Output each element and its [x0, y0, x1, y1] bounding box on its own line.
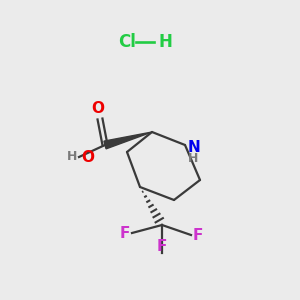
Text: H: H — [67, 151, 77, 164]
Text: F: F — [157, 239, 167, 254]
Text: Cl: Cl — [118, 33, 136, 51]
Text: F: F — [193, 227, 203, 242]
Text: F: F — [120, 226, 130, 241]
Text: O: O — [92, 101, 104, 116]
Polygon shape — [104, 132, 152, 149]
Text: H: H — [158, 33, 172, 51]
Text: O: O — [81, 149, 94, 164]
Text: H: H — [188, 152, 198, 166]
Text: N: N — [188, 140, 201, 154]
